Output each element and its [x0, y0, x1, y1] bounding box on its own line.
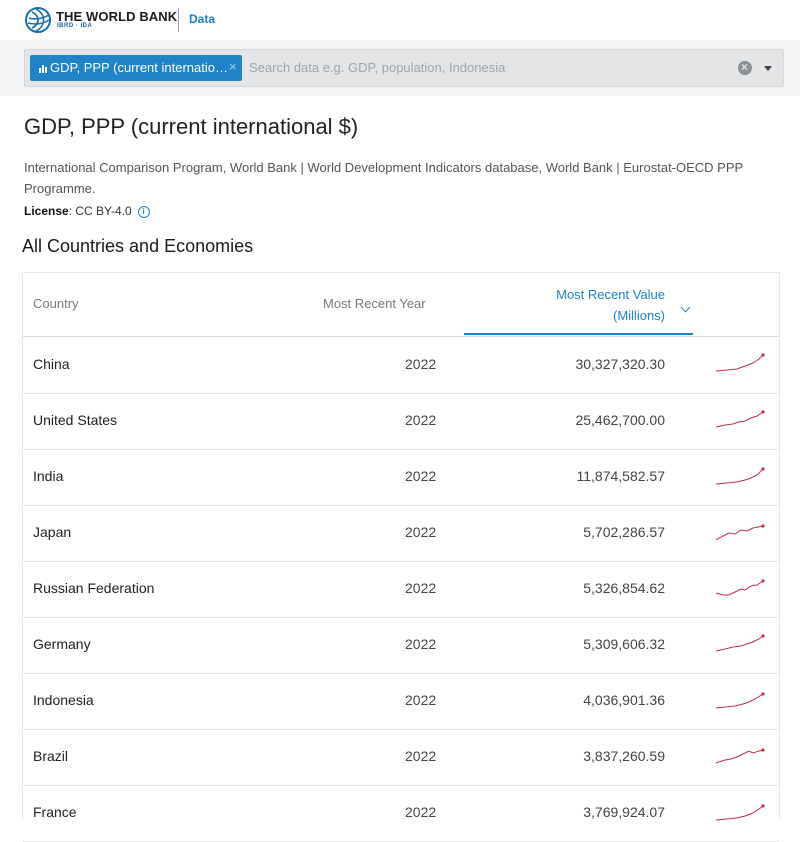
sparkline-chart[interactable]: [715, 349, 765, 377]
world-bank-globe-icon[interactable]: [24, 6, 52, 34]
country-name[interactable]: China: [33, 356, 70, 372]
country-name[interactable]: France: [33, 804, 77, 820]
most-recent-value: 3,769,924.07: [583, 804, 665, 820]
most-recent-year: 2022: [405, 412, 437, 428]
chip-label: GDP, PPP (current international $): [50, 60, 234, 75]
table-row[interactable]: Germany 2022 5,309,606.32: [23, 617, 779, 674]
data-table: Country Most Recent Year Most Recent Val…: [22, 272, 780, 842]
country-name[interactable]: Brazil: [33, 748, 69, 764]
most-recent-value: 5,309,606.32: [583, 636, 665, 652]
top-bar: THE WORLD BANK IBRD · IDA Data: [0, 0, 800, 40]
most-recent-value: 5,326,854.62: [583, 580, 665, 596]
chevron-down-icon[interactable]: [764, 66, 772, 71]
table-row[interactable]: United States 2022 25,462,700.00: [23, 393, 779, 450]
sparkline-chart[interactable]: [715, 573, 765, 601]
table-row[interactable]: Brazil 2022 3,837,260.59: [23, 729, 779, 786]
sparkline-endpoint: [761, 353, 765, 357]
country-name[interactable]: Russian Federation: [33, 580, 155, 596]
nav-data-link[interactable]: Data: [189, 12, 216, 26]
sparkline-chart[interactable]: [715, 517, 765, 545]
most-recent-value: 3,837,260.59: [583, 748, 665, 764]
sparkline-endpoint: [761, 634, 765, 638]
most-recent-year: 2022: [405, 356, 437, 372]
most-recent-year: 2022: [405, 580, 437, 596]
most-recent-year: 2022: [405, 804, 437, 820]
most-recent-year: 2022: [405, 692, 437, 708]
sparkline-chart[interactable]: [715, 461, 765, 489]
brand-subtitle: IBRD · IDA: [57, 23, 93, 29]
table-row[interactable]: Japan 2022 5,702,286.57: [23, 505, 779, 562]
sparkline-endpoint: [761, 410, 765, 414]
country-name[interactable]: Japan: [33, 524, 72, 540]
most-recent-year: 2022: [405, 636, 437, 652]
most-recent-year: 2022: [405, 468, 437, 484]
header-divider: [178, 8, 179, 32]
country-name[interactable]: Germany: [33, 636, 91, 652]
sparkline-chart[interactable]: [715, 685, 765, 713]
most-recent-value: 5,702,286.57: [583, 524, 665, 540]
clear-search-icon[interactable]: ×: [738, 60, 752, 75]
sparkline-endpoint: [761, 467, 765, 471]
column-header-year[interactable]: Most Recent Year: [323, 296, 426, 311]
brand-name[interactable]: THE WORLD BANK: [56, 9, 178, 24]
sparkline-endpoint: [761, 692, 765, 696]
sparkline-endpoint: [761, 524, 765, 528]
table-row[interactable]: France 2022 3,769,924.07: [23, 785, 779, 842]
table-header: Country Most Recent Year Most Recent Val…: [23, 273, 779, 337]
license-line: License: CC BY-4.0 i: [24, 204, 150, 218]
most-recent-year: 2022: [405, 524, 437, 540]
column-header-country[interactable]: Country: [33, 296, 79, 311]
most-recent-value: 25,462,700.00: [575, 412, 665, 428]
bar-chart-icon: [39, 65, 47, 73]
column-header-value[interactable]: Most Recent Value (Millions): [464, 284, 693, 335]
most-recent-value: 11,874,582.57: [576, 468, 666, 484]
sparkline-chart[interactable]: [715, 405, 765, 433]
sparkline-endpoint: [761, 748, 765, 752]
page-title: GDP, PPP (current international $): [24, 114, 359, 139]
table-row[interactable]: Indonesia 2022 4,036,901.36: [23, 673, 779, 730]
data-source: International Comparison Program, World …: [24, 160, 743, 196]
sparkline-chart[interactable]: [715, 741, 765, 769]
sparkline-endpoint: [761, 804, 765, 808]
sparkline-chart[interactable]: [715, 629, 765, 657]
column-header-value-line1: Most Recent Value: [556, 287, 665, 302]
table-row[interactable]: China 2022 30,327,320.30: [23, 337, 779, 394]
table-row[interactable]: India 2022 11,874,582.57: [23, 449, 779, 506]
info-icon[interactable]: i: [137, 206, 150, 218]
chip-remove-icon[interactable]: ×: [229, 59, 237, 74]
country-name[interactable]: India: [33, 468, 64, 484]
section-title: All Countries and Economies: [22, 236, 254, 256]
most-recent-value: 30,327,320.30: [575, 356, 665, 372]
table-row[interactable]: Russian Federation 2022 5,326,854.62: [23, 561, 779, 618]
sparkline-endpoint: [761, 579, 765, 583]
most-recent-value: 4,036,901.36: [583, 692, 665, 708]
selected-indicator-chip[interactable]: GDP, PPP (current international $): [30, 55, 242, 81]
country-name[interactable]: Indonesia: [33, 692, 94, 708]
column-header-value-line2: (Millions): [613, 308, 665, 323]
sparkline-chart[interactable]: [715, 797, 765, 825]
most-recent-year: 2022: [405, 748, 437, 764]
search-placeholder: Search data e.g. GDP, population, Indone…: [249, 60, 506, 75]
country-name[interactable]: United States: [33, 412, 118, 428]
license-label: License: [24, 204, 69, 218]
license-value: : CC BY-4.0: [68, 204, 132, 218]
